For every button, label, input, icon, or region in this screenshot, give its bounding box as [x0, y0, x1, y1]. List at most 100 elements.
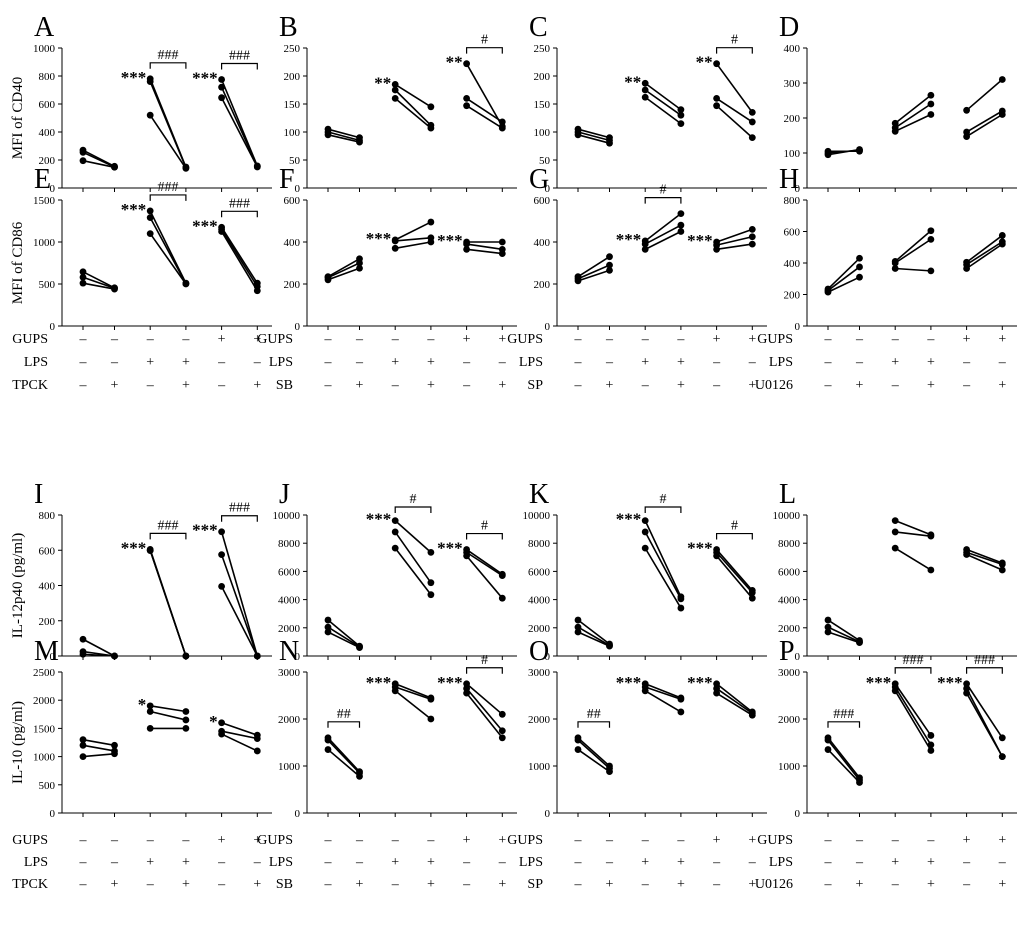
treatment-sign: +: [182, 877, 190, 892]
panel-e-point: [79, 273, 87, 281]
panel-l-point: [824, 623, 832, 631]
treatment-label-lps: LPS: [519, 855, 543, 870]
panel-e-ytick-label: 500: [39, 279, 56, 291]
panel-d-ytick-label: 100: [784, 148, 801, 160]
panel-i-point: [111, 652, 118, 660]
panel-o-point: [574, 736, 582, 744]
panel-k-series-line: [644, 547, 682, 609]
panel-d-series-line: [894, 113, 932, 133]
panel-f-significance-label: ***: [437, 231, 463, 250]
panel-g-series-line: [644, 224, 682, 245]
treatment-sign: –: [824, 355, 833, 370]
panel-o-series-line: [644, 686, 682, 701]
panel-f-ytick-label: 600: [284, 195, 301, 207]
panel-j-ytick-label: 6000: [278, 566, 301, 578]
panel-d-series-line: [827, 148, 860, 156]
treatment-sign: –: [355, 833, 364, 848]
panel-m-letter: M: [34, 636, 59, 667]
panel-c-ytick-label: 0: [545, 183, 551, 195]
panel-l-series-line: [894, 519, 932, 536]
panel-h-letter: H: [779, 164, 799, 195]
panel-o-point: [641, 687, 649, 695]
treatment-sign: –: [574, 855, 583, 870]
treatment-label-lps: LPS: [519, 355, 543, 370]
panel-b-significance-label: **: [374, 73, 391, 92]
panel-p-ytick-label: 1000: [778, 761, 801, 773]
panel-g-point: [748, 226, 756, 233]
panel-b-point: [391, 95, 399, 102]
panel-e-bracket: [149, 194, 187, 201]
panel-o-letter: O: [529, 636, 549, 667]
panel-h-point: [824, 288, 832, 296]
panel-a-series-line: [82, 149, 115, 168]
treatment-sign: +: [498, 378, 506, 393]
panel-e-bracket-label: ###: [229, 196, 250, 211]
panel-e-significance-label: ***: [121, 200, 147, 219]
panel-g-series-line: [716, 243, 753, 251]
panel-n-bracket: [466, 667, 503, 674]
panel-m-point: [79, 736, 87, 744]
treatment-sign: –: [891, 332, 900, 347]
y-axis-title-il10: IL-10 (pg/ml): [10, 701, 26, 784]
treatment-sign: –: [574, 833, 583, 848]
panel-n-series-line: [327, 737, 361, 773]
panel-n-point: [427, 715, 435, 723]
panel-k-significance-label: ***: [687, 539, 713, 558]
panel-e-series-line: [220, 226, 258, 284]
panel-n-point: [463, 685, 470, 692]
treatment-sign: –: [824, 332, 833, 347]
treatment-label-gups: GUPS: [757, 332, 793, 347]
panel-a-ytick-label: 1000: [33, 43, 56, 55]
panel-h-point: [856, 254, 863, 262]
panel-h-series-line: [895, 267, 931, 272]
panel-k-point: [748, 594, 756, 602]
treatment-sign: –: [253, 355, 262, 370]
panel-c-series-line: [715, 63, 753, 113]
treatment-sign: –: [146, 332, 155, 347]
treatment-sign: –: [355, 332, 364, 347]
panel-l-ytick-label: 4000: [778, 595, 801, 607]
panel-a-point: [218, 76, 226, 83]
panel-i-point: [218, 528, 226, 536]
panel-o-series-line: [644, 683, 682, 699]
panel-n-point: [498, 734, 506, 742]
treatment-sign: –: [574, 378, 583, 393]
panel-l-point: [927, 532, 935, 540]
treatment-sign: +: [998, 332, 1006, 347]
panel-p-point: [891, 687, 899, 695]
panel-l-point: [824, 616, 832, 624]
treatment-sign: –: [181, 332, 190, 347]
treatment-sign: –: [962, 355, 971, 370]
panel-p-bracket: [965, 667, 1003, 674]
panel-n-point: [391, 687, 399, 695]
panel-a-point: [146, 78, 154, 85]
panel-m-ytick-label: 2500: [33, 667, 56, 679]
panel-l-ytick-label: 6000: [778, 566, 801, 578]
panel-a-series-line: [149, 81, 187, 169]
treatment-sign: +: [927, 877, 935, 892]
panel-k-bracket-label: #: [660, 492, 667, 507]
panel-j-series-line: [394, 520, 432, 553]
treatment-sign: +: [713, 332, 721, 347]
y-axis-title-cd86: MFI of CD86: [10, 221, 26, 304]
treatment-sign: +: [677, 877, 685, 892]
panel-g-ytick-label: 400: [534, 237, 551, 249]
panel-m-point: [146, 725, 154, 732]
panel-f-point: [498, 250, 506, 257]
panel-l-series-line: [827, 619, 860, 642]
panel-a-series-line: [220, 97, 259, 168]
panel-b-series-line: [466, 97, 503, 123]
panel-l-ytick-label: 8000: [778, 538, 801, 550]
panel-h-ytick-label: 600: [784, 227, 801, 239]
panel-o-series-line: [716, 683, 753, 713]
treatment-sign: +: [111, 877, 119, 892]
treatment-sign: +: [856, 378, 864, 393]
panel-b-point: [463, 102, 470, 110]
panel-p-series-line: [965, 692, 1003, 757]
treatment-sign: +: [498, 332, 506, 347]
treatment-sign: –: [605, 355, 614, 370]
treatment-sign: +: [427, 855, 435, 870]
panel-d-series-line: [966, 113, 1003, 138]
treatment-sign: +: [427, 877, 435, 892]
